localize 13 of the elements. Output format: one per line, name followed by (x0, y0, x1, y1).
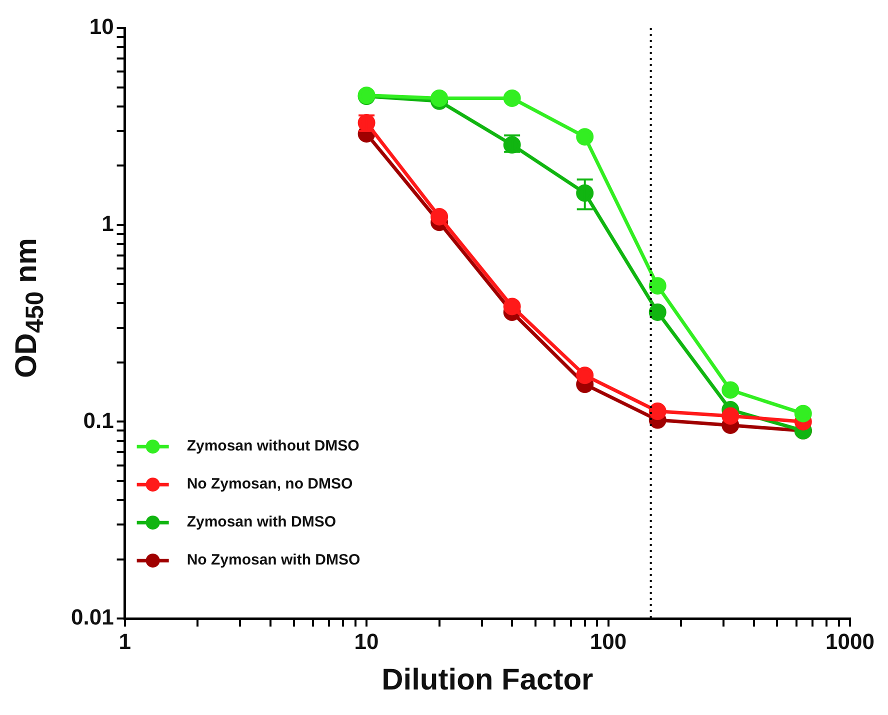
y-tick-label: 1 (102, 210, 114, 236)
legend-label: No Zymosan, no DMSO (186, 476, 353, 493)
x-tick-label: 100 (590, 628, 627, 654)
legend-label: Zymosan without DMSO (186, 438, 360, 455)
y-tick-label: 0.01 (70, 604, 114, 630)
x-tick-label: 10 (354, 628, 379, 654)
y-tick-label: 0.1 (83, 408, 114, 433)
x-tick-label: 1 (118, 628, 131, 654)
legend-label: No Zymosan with DMSO (186, 552, 360, 569)
x-axis-title: Dilution Factor (382, 663, 594, 696)
y-tick-label: 10 (89, 14, 114, 40)
x-tick-label: 1000 (826, 628, 874, 654)
legend-label: Zymosan with DMSO (186, 514, 336, 531)
